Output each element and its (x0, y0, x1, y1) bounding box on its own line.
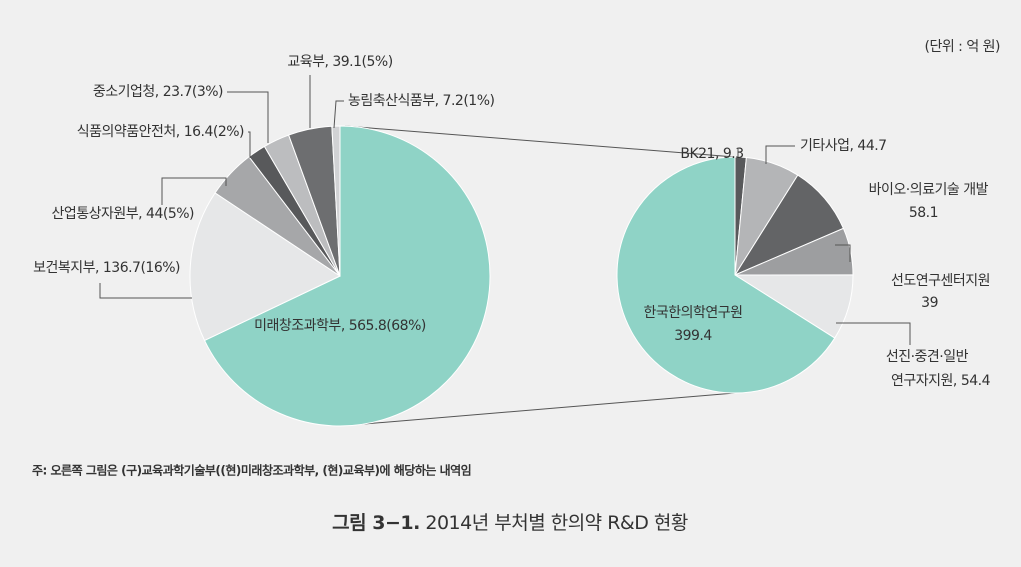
leader-line (99, 283, 192, 299)
leader-line (227, 91, 269, 143)
slice-label: 중소기업청, 23.7(3%) (93, 84, 223, 100)
caption-label: 그림 3−1. (332, 512, 420, 534)
unit: (단위 : 억 원) (924, 39, 1000, 55)
slice-label: 선도연구센터지원 (891, 273, 990, 289)
leader-line (248, 131, 251, 158)
slice-label: 58.1 (909, 205, 938, 221)
leader-line (161, 177, 227, 205)
pie-slice (189, 192, 342, 342)
leader-line (836, 322, 911, 345)
leader-line (835, 244, 851, 262)
slice-label: 미래창조과학부, 565.8(68%) (254, 318, 426, 334)
connector (351, 392, 736, 426)
slice-label: 기타사업, 44.7 (800, 138, 887, 154)
slice-label: 연구자지원, 54.4 (891, 373, 991, 389)
slice-label: 한국한의학연구원 (643, 305, 742, 321)
slice-label: BK21, 9.3 (680, 146, 743, 162)
leader-line (333, 100, 344, 129)
caption: 그림 3−1. 2014년 부처별 한의약 R&D 현황 (332, 512, 688, 534)
slice-label: 식품의약품안전처, 16.4(2%) (77, 124, 244, 140)
note: 주: 오른쪽 그림은 (구)교육과학기술부((현)미래창조과학부, (현)교육부… (32, 463, 471, 478)
slice-label: 보건복지부, 136.7(16%) (33, 260, 180, 276)
pie-slice (331, 125, 341, 277)
pie-slice (203, 125, 491, 427)
pie-slice (616, 156, 836, 394)
slice-label: 선진·중견·일반 (886, 349, 969, 365)
slice-label: 399.4 (674, 328, 712, 344)
slice-label: 바이오·의료기술 개발 (869, 182, 989, 198)
connector (344, 125, 736, 158)
slice-label: 39 (921, 295, 938, 311)
slice-label: 산업통상자원부, 44(5%) (51, 206, 194, 222)
slice-label: 농림축산식품부, 7.2(1%) (348, 93, 494, 109)
leader-line (765, 145, 795, 164)
caption-text: 2014년 부처별 한의약 R&D 현황 (425, 512, 688, 534)
slice-label: 교육부, 39.1(5%) (287, 54, 392, 70)
